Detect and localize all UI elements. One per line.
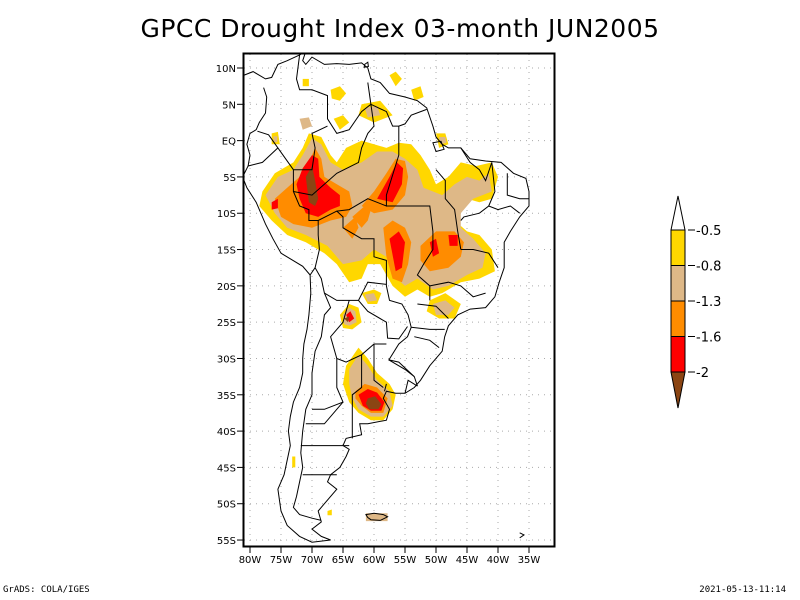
drought-brown-tuc: [344, 316, 350, 323]
y-tick-label: 20S: [217, 282, 236, 293]
border-prov-nw: [330, 300, 387, 363]
x-tick-label: 50W: [425, 555, 448, 566]
border-peru-chile: [309, 267, 316, 276]
border-state-mg-sp: [429, 281, 486, 298]
border-state-pr-sc: [411, 326, 445, 330]
drought-orange-ro2: [352, 206, 371, 228]
y-tick-label: 45S: [217, 463, 236, 474]
border-col-peru: [257, 125, 328, 171]
drought-red-mt: [389, 231, 405, 272]
y-tick-label: 55S: [217, 536, 236, 547]
colorbar-tick-label: -2: [696, 366, 709, 381]
border-prov-cordoba: [351, 354, 363, 439]
colorbar-legend: -0.5 -0.8 -1.3 -1.6 -2: [670, 195, 721, 409]
border-prov-cuyo: [312, 358, 344, 410]
x-tick-label: 55W: [394, 555, 417, 566]
border-state-sc-rs: [414, 336, 440, 348]
border-state-pe: [488, 205, 521, 214]
x-tick-label: 80W: [239, 555, 262, 566]
x-tick-label: 60W: [363, 555, 386, 566]
border-state-ma: [460, 147, 493, 182]
south-georgia: [519, 532, 525, 539]
y-tick-label: 10S: [217, 209, 236, 220]
border-ven-col: [295, 54, 372, 134]
drought-orange-rondonia: [343, 216, 359, 239]
y-tick-label: EQ: [222, 137, 236, 148]
colorbar-tick-label: -0.5: [696, 224, 721, 239]
colorbar-segment: [670, 265, 686, 302]
drought-tan-ec: [273, 136, 278, 143]
border-ecu: [247, 147, 279, 167]
border-uy-east: [404, 379, 418, 394]
border-state-mt: [386, 205, 434, 301]
x-tick-label: 75W: [270, 555, 293, 566]
x-tick-label: 40W: [487, 555, 510, 566]
y-tick-label: 5N: [222, 100, 236, 111]
border-state-to: [435, 169, 462, 250]
drought-red-peru: [271, 198, 278, 210]
drought-tan-py: [364, 293, 378, 302]
border-prov-pampa: [305, 401, 344, 425]
border-state-rs-uy: [388, 359, 415, 377]
border-state-ba-mg: [460, 249, 499, 268]
x-tick-label: 35W: [518, 555, 541, 566]
y-tick-label: 40S: [217, 427, 236, 438]
border-state-ce: [506, 173, 529, 200]
y-tick-label: 15S: [217, 246, 236, 257]
x-axis-ticks: 80W 75W 70W 65W 60W 55W 50W 45W 40W 35W: [239, 547, 541, 566]
border-uruguay: [384, 383, 387, 392]
trinidad: [363, 61, 369, 68]
coastline: [244, 54, 530, 543]
border-prov-santafe: [373, 344, 384, 388]
y-tick-label: 50S: [217, 500, 236, 511]
border-state-amazonas: [293, 104, 375, 196]
y-axis-ticks: 10N 5N EQ 5S 10S 15S 20S 25S 30S 35S 40S 45S 50S 55S: [216, 64, 243, 547]
drought-tan-guyana: [364, 105, 381, 118]
drought-shading: [259, 71, 498, 522]
drought-tan-sp: [432, 300, 455, 315]
colorbar-tick-label: -1.6: [696, 331, 721, 346]
timestamp: 2021-05-13-11:14: [699, 585, 786, 595]
grads-credit: GrADS: COLA/IGES: [3, 585, 90, 595]
drought-brown-pampas: [365, 396, 382, 410]
border-state-pi: [460, 162, 496, 221]
drought-yellow-chile: [292, 456, 296, 468]
y-tick-label: 25S: [217, 318, 236, 329]
x-tick-label: 65W: [332, 555, 355, 566]
marajo-island: [432, 140, 445, 153]
drought-yellow-vz3: [333, 115, 350, 130]
colorbar-tick-label: -1.3: [696, 295, 721, 310]
colorbar-segment: [670, 229, 686, 266]
x-tick-label: 70W: [301, 555, 324, 566]
plot-frame: [242, 52, 556, 548]
border-state-sp-pr: [417, 303, 449, 319]
border-brazil-west: [292, 169, 418, 387]
y-tick-label: 30S: [217, 354, 236, 365]
drought-red-goias2: [429, 238, 440, 257]
drought-yellow-vz2: [389, 71, 402, 87]
y-tick-label: 35S: [217, 391, 236, 402]
drought-yellow-vz1: [330, 86, 347, 101]
coastlines-and-borders: [244, 54, 530, 543]
y-tick-label: 5S: [223, 173, 236, 184]
colorbar-tick-label: -0.8: [696, 260, 721, 275]
colorbar-segment: [670, 336, 686, 373]
falkland-islands: [365, 512, 389, 521]
drought-yellow-patagonia: [327, 509, 332, 516]
chart-title: GPCC Drought Index 03-month JUN2005: [140, 14, 660, 43]
x-tick-label: 45W: [456, 555, 479, 566]
drought-yellow-gf: [411, 86, 424, 101]
y-tick-label: 10N: [216, 64, 236, 75]
drought-yellow-col: [302, 78, 309, 87]
drought-red-west: [296, 155, 340, 217]
colorbar-arrow-bottom: [670, 371, 686, 409]
colorbar-arrow-top: [670, 195, 686, 231]
drought-brown-west: [305, 166, 319, 206]
colorbar-segment: [670, 300, 686, 337]
drought-red-goias: [448, 235, 458, 246]
border-paraguay: [358, 300, 408, 340]
drought-tan-col: [299, 117, 312, 130]
border-arg-chile: [292, 292, 332, 521]
